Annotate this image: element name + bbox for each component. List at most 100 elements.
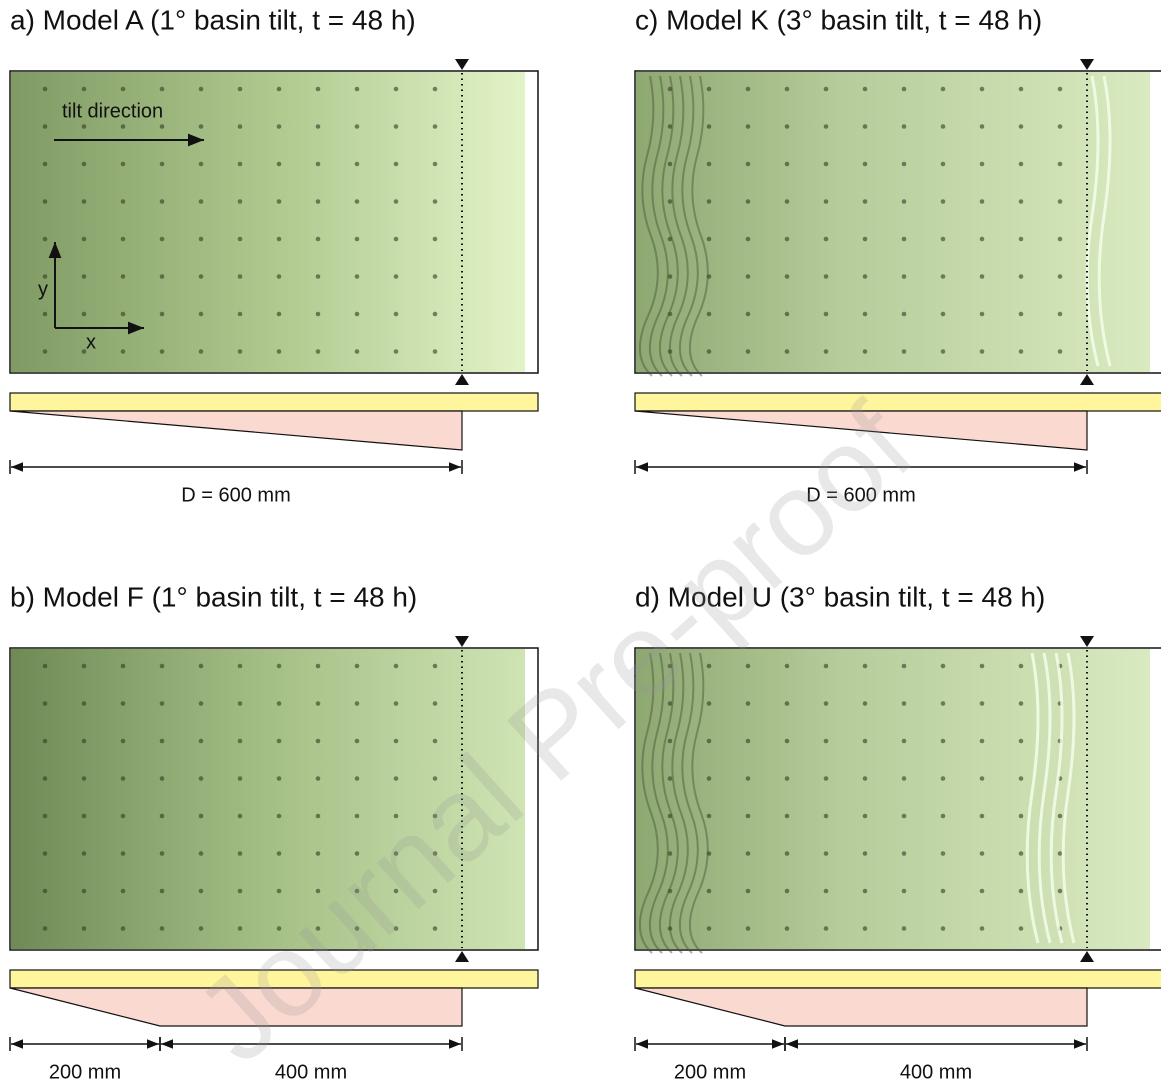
marker-dot [941, 199, 946, 204]
marker-dot [82, 237, 87, 242]
marker-dot [43, 349, 48, 354]
marker-dot [160, 701, 165, 706]
marker-dot [43, 701, 48, 706]
marker-dot [668, 739, 673, 744]
marker-dot [82, 776, 87, 781]
marker-dot [707, 776, 712, 781]
marker-dot [707, 349, 712, 354]
marker-dot [160, 851, 165, 856]
marker-dot [863, 312, 868, 317]
marker-dot [941, 739, 946, 744]
marker-dot [707, 889, 712, 894]
marker-dot [785, 889, 790, 894]
marker-dot [1058, 349, 1063, 354]
marker-dot [238, 87, 243, 92]
marker-dot [785, 237, 790, 242]
marker-dot [785, 162, 790, 167]
marker-dot [199, 199, 204, 204]
marker-dot [785, 701, 790, 706]
marker-dot [433, 162, 438, 167]
marker-dot [121, 814, 126, 819]
marker-dot [863, 814, 868, 819]
marker-dot [707, 87, 712, 92]
marker-top [455, 636, 469, 647]
marker-dot [824, 274, 829, 279]
marker-dot [902, 199, 907, 204]
marker-dot [785, 349, 790, 354]
marker-dot [394, 312, 399, 317]
marker-dot [707, 199, 712, 204]
marker-dot [121, 739, 126, 744]
marker-dot [1058, 124, 1063, 129]
marker-dot [902, 664, 907, 669]
marker-dot [1058, 199, 1063, 204]
marker-dot [1019, 349, 1024, 354]
marker-dot [902, 162, 907, 167]
marker-bottom [1080, 951, 1094, 962]
marker-dot [1058, 814, 1063, 819]
marker-dot [355, 739, 360, 744]
marker-dot [1019, 701, 1024, 706]
marker-dot [902, 312, 907, 317]
marker-dot [316, 776, 321, 781]
marker-dot [433, 124, 438, 129]
basin-bar [10, 393, 538, 411]
marker-dot [1058, 162, 1063, 167]
marker-dot [746, 312, 751, 317]
marker-dot [121, 274, 126, 279]
marker-dot [707, 739, 712, 744]
marker-dot [121, 237, 126, 242]
marker-dot [863, 162, 868, 167]
marker-dot [785, 199, 790, 204]
marker-dot [43, 739, 48, 744]
marker-dot [277, 776, 282, 781]
marker-dot [121, 776, 126, 781]
marker-dot [394, 349, 399, 354]
marker-dot [277, 851, 282, 856]
marker-dot [668, 776, 673, 781]
marker-dot [199, 162, 204, 167]
marker-dot [824, 312, 829, 317]
marker-dot [238, 312, 243, 317]
axis-y-label: y [38, 278, 48, 300]
marker-dot [1019, 814, 1024, 819]
marker-dot [121, 926, 126, 931]
marker-dot [82, 851, 87, 856]
marker-dot [238, 776, 243, 781]
basin-wedge [10, 411, 462, 450]
marker-dot [785, 739, 790, 744]
marker-dot [238, 814, 243, 819]
marker-dot [1019, 274, 1024, 279]
marker-dot [82, 739, 87, 744]
marker-dot [277, 274, 282, 279]
marker-dot [746, 199, 751, 204]
marker-dot [1019, 926, 1024, 931]
marker-dot [82, 199, 87, 204]
marker-dot [160, 926, 165, 931]
marker-dot [277, 701, 282, 706]
marker-dot [941, 87, 946, 92]
marker-dot [82, 312, 87, 317]
marker-dot [1058, 87, 1063, 92]
marker-dot [394, 739, 399, 744]
figure: a) Model A (1° basin tilt, t = 48 h)D = … [0, 0, 1161, 1088]
marker-dot [668, 162, 673, 167]
marker-dot [121, 199, 126, 204]
marker-dot [316, 701, 321, 706]
marker-dot [1019, 237, 1024, 242]
marker-dot [941, 701, 946, 706]
marker-dot [316, 237, 321, 242]
marker-dot [277, 312, 282, 317]
marker-dot [238, 349, 243, 354]
marker-dot [394, 701, 399, 706]
marker-dot [707, 312, 712, 317]
marker-dot [746, 889, 751, 894]
marker-dot [1019, 664, 1024, 669]
marker-dot [82, 701, 87, 706]
marker-dot [902, 701, 907, 706]
basin-wedge [635, 988, 1087, 1026]
marker-dot [43, 87, 48, 92]
marker-dot [394, 237, 399, 242]
marker-dot [277, 814, 282, 819]
marker-dot [863, 926, 868, 931]
